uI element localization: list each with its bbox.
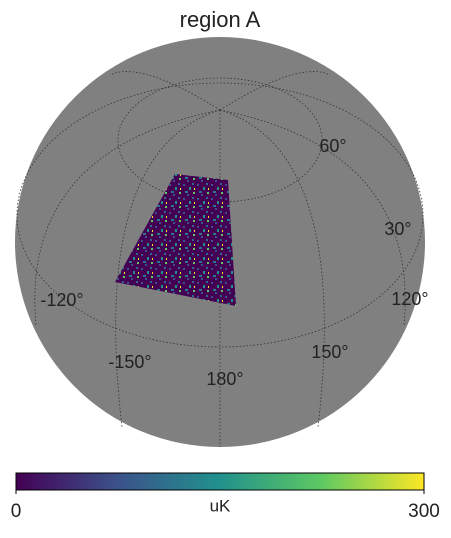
graticule-label: -150° xyxy=(108,352,151,372)
graticule-label: 120° xyxy=(391,289,428,309)
graticule-label: 180° xyxy=(206,369,243,389)
graticule-label: 150° xyxy=(311,342,348,362)
colorbar-tick-label: 300 xyxy=(408,501,440,522)
graticule-label: 60° xyxy=(319,136,346,156)
graticule-label: -120° xyxy=(40,290,83,310)
colorbar-tick-label: 0 xyxy=(11,501,22,522)
chart-title: region A xyxy=(180,7,261,32)
region-map xyxy=(115,174,236,306)
colorbar xyxy=(15,472,425,491)
graticule-label: 30° xyxy=(384,219,411,239)
colorbar-label: uK xyxy=(210,496,231,515)
